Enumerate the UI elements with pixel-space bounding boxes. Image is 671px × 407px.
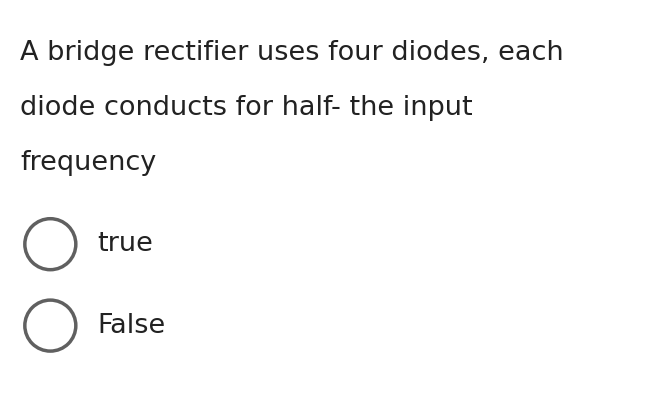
Text: frequency: frequency [20,150,156,176]
Text: False: False [97,313,166,339]
Text: diode conducts for half- the input: diode conducts for half- the input [20,95,473,121]
Text: true: true [97,231,153,257]
Text: A bridge rectifier uses four diodes, each: A bridge rectifier uses four diodes, eac… [20,40,564,66]
